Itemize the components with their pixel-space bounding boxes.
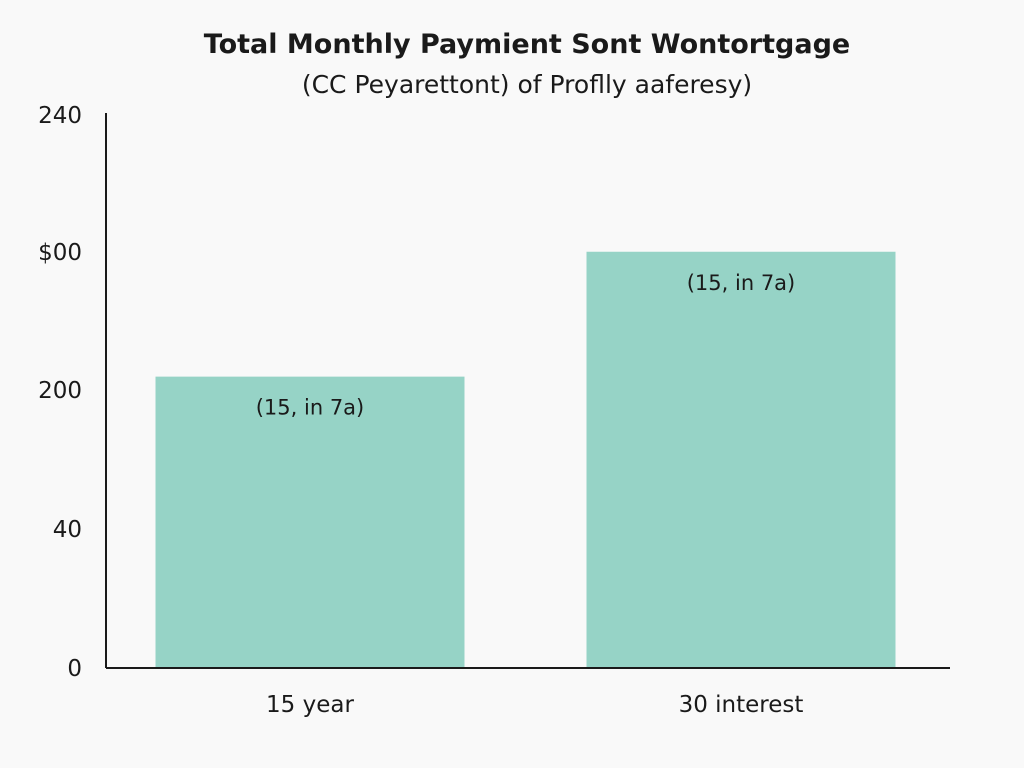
y-tick-label: 0 (67, 656, 82, 682)
y-axis-ticks: 240 $00 200 40 0 (38, 103, 82, 682)
y-tick-label: 200 (38, 378, 82, 404)
bar (155, 376, 465, 668)
y-tick-label: 240 (38, 103, 82, 129)
bar-data-label: (15, in 7a) (256, 396, 365, 420)
y-tick-label: $00 (38, 240, 82, 266)
bar-data-label: (15, in 7a) (687, 271, 796, 295)
x-category-label: 15 year (266, 692, 354, 718)
chart-subtitle: (CC Peyarettont) of Proflly aaferesy) (302, 70, 752, 99)
y-tick-label: 40 (53, 517, 82, 543)
bar (586, 251, 896, 668)
chart-title: Total Monthly Paymient Sont Wontortgage (204, 29, 850, 60)
bar-data-labels: (15, in 7a) (15, in 7a) (256, 271, 796, 420)
x-category-label: 30 interest (679, 692, 804, 718)
bars (155, 251, 896, 668)
x-axis-category-labels: 15 year 30 interest (266, 692, 803, 718)
